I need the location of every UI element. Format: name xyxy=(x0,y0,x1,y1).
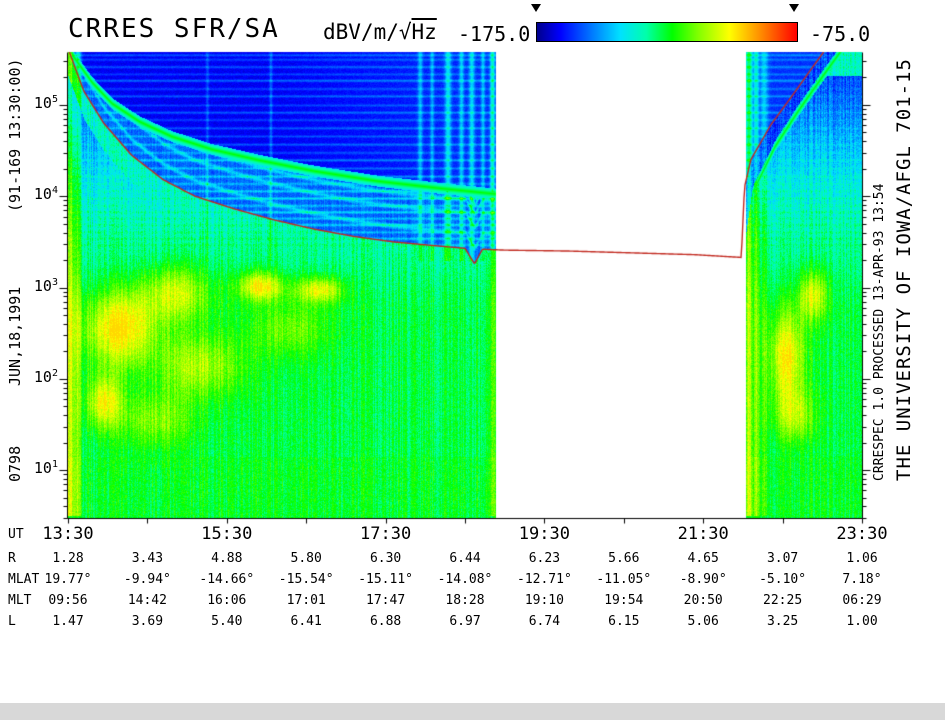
y-tick-label: 104 xyxy=(33,185,58,204)
ephemeris-value: 06:29 xyxy=(842,593,882,608)
ephemeris-value: 17:01 xyxy=(286,593,326,608)
ephemeris-value: 3.07 xyxy=(766,551,799,566)
ephemeris-value: 1.28 xyxy=(52,551,84,566)
ephemeris-value: 5.06 xyxy=(687,614,719,629)
units-prefix: dBV/m/ xyxy=(323,20,399,44)
ephemeris-value: 6.41 xyxy=(290,614,322,629)
ephemeris-value: -14.08° xyxy=(437,572,493,587)
ephemeris-row-label-r: R xyxy=(8,551,16,566)
x-tick-label: 19:30 xyxy=(518,524,570,544)
ephemeris-value: 4.88 xyxy=(211,551,243,566)
ephemeris-value: 1.06 xyxy=(846,551,878,566)
ephemeris-row-label-mlt: MLT xyxy=(8,593,32,608)
ephemeris-value: -15.11° xyxy=(358,572,413,587)
ephemeris-value: 6.15 xyxy=(608,614,640,629)
ephemeris-value: 09:56 xyxy=(48,593,88,608)
ephemeris-value: 3.69 xyxy=(131,614,164,629)
x-tick-label: 13:30 xyxy=(42,524,94,544)
sqrt-symbol: √ xyxy=(398,20,412,44)
ephemeris-value: 6.88 xyxy=(369,614,402,629)
ephemeris-value: 6.44 xyxy=(449,551,481,566)
ephemeris-value: 6.23 xyxy=(528,551,561,566)
x-axis-label: UT xyxy=(8,527,24,542)
ephemeris-value: 1.00 xyxy=(846,614,878,629)
ephemeris-value: 7.18° xyxy=(842,572,882,587)
ephemeris-value: 4.65 xyxy=(687,551,719,566)
units-radicand: Hz xyxy=(411,20,437,44)
ephemeris-value: 6.30 xyxy=(369,551,402,566)
right-label-processing: CRRESPEC 1.0 PROCESSED 13-APR-93 13:54 xyxy=(872,183,887,481)
ephemeris-value: 3.43 xyxy=(131,551,164,566)
left-label-date: JUN,18,1991 xyxy=(6,286,24,386)
y-tick-label: 105 xyxy=(33,93,58,112)
ephemeris-value: -11.05° xyxy=(596,572,652,587)
plot-title: CRRES SFR/SA xyxy=(68,14,280,44)
ephemeris-value: -9.94° xyxy=(123,572,171,587)
ephemeris-value: -5.10° xyxy=(759,572,807,587)
x-tick-label: 23:30 xyxy=(836,524,888,544)
ephemeris-value: -14.66° xyxy=(199,572,255,587)
y-tick-label: 101 xyxy=(33,459,58,478)
bottom-bar xyxy=(0,703,945,720)
ephemeris-value: -12.71° xyxy=(516,572,572,587)
colorbar-max-marker-icon xyxy=(789,4,799,12)
ephemeris-value: 14:42 xyxy=(127,593,167,608)
ephemeris-value: 5.80 xyxy=(290,551,322,566)
left-label-orbit: 0798 xyxy=(6,445,24,482)
x-tick-label: 21:30 xyxy=(677,524,729,544)
color-scale-max: -75.0 xyxy=(810,22,871,46)
ephemeris-row-label-l: L xyxy=(8,614,16,629)
right-label-institution: THE UNIVERSITY OF IOWA/AFGL 701-15 xyxy=(893,58,915,481)
ephemeris-value: -15.54° xyxy=(278,572,334,587)
ephemeris-value: 3.25 xyxy=(766,614,799,629)
ephemeris-value: 22:25 xyxy=(763,593,803,608)
ephemeris-value: 19:10 xyxy=(524,593,564,608)
ephemeris-value: 20:50 xyxy=(683,593,723,608)
ephemeris-row-label-mlat: MLAT xyxy=(8,572,40,587)
ephemeris-value: 19.77° xyxy=(44,572,92,587)
ephemeris-value: 5.66 xyxy=(608,551,640,566)
ephemeris-value: 6.74 xyxy=(528,614,561,629)
ephemeris-value: 19:54 xyxy=(604,593,644,608)
color-scale-units: dBV/m/√Hz xyxy=(323,20,437,44)
x-tick-label: 15:30 xyxy=(201,524,253,544)
ephemeris-value: -8.90° xyxy=(679,572,727,587)
ephemeris-value: 18:28 xyxy=(445,593,485,608)
ephemeris-value: 5.40 xyxy=(211,614,243,629)
colorbar xyxy=(536,22,798,42)
y-tick-label: 102 xyxy=(33,367,58,386)
y-tick-label: 103 xyxy=(33,276,58,295)
ephemeris-value: 6.97 xyxy=(449,614,481,629)
ephemeris-value: 17:47 xyxy=(366,593,406,608)
ephemeris-value: 1.47 xyxy=(52,614,84,629)
colorbar-min-marker-icon xyxy=(531,4,541,12)
left-label-start-time: (91-169 13:30:00) xyxy=(6,58,24,212)
ephemeris-value: 16:06 xyxy=(207,593,247,608)
color-scale-min: -175.0 xyxy=(458,22,531,46)
x-tick-label: 17:30 xyxy=(360,524,412,544)
